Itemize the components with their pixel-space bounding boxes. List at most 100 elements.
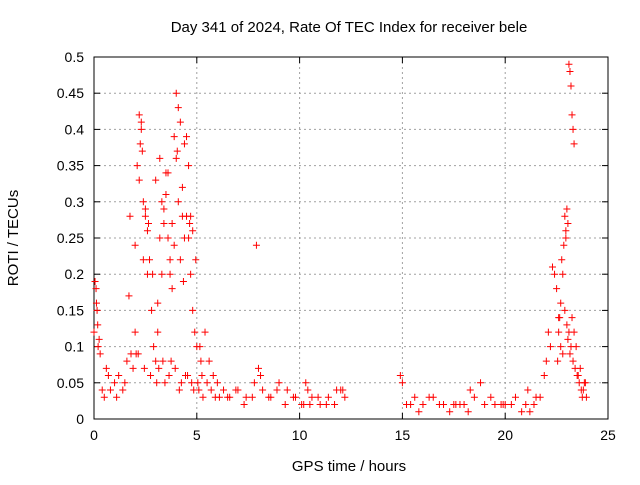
data-point: [155, 364, 163, 372]
data-point: [435, 401, 443, 409]
data-point: [563, 205, 571, 213]
data-point: [143, 227, 151, 235]
data-point: [131, 328, 139, 336]
data-point: [254, 364, 262, 372]
data-point: [250, 379, 258, 387]
data-point: [192, 256, 200, 264]
data-point: [131, 241, 139, 249]
data-point: [176, 118, 184, 126]
data-point: [306, 401, 314, 409]
data-point: [566, 350, 574, 358]
data-point: [95, 335, 103, 343]
data-point: [522, 401, 530, 409]
data-point: [396, 372, 404, 380]
data-point: [168, 285, 176, 293]
data-point: [273, 386, 281, 394]
data-point: [568, 111, 576, 119]
data-point: [205, 357, 213, 365]
data-point: [569, 125, 577, 133]
data-point: [407, 401, 415, 409]
data-point: [548, 263, 556, 271]
data-point: [507, 401, 515, 409]
data-point: [425, 393, 433, 401]
y-tick-label: 0.5: [65, 49, 85, 65]
data-point: [198, 372, 206, 380]
data-point: [452, 401, 460, 409]
y-tick-label: 0.45: [57, 85, 84, 101]
data-point: [524, 386, 532, 394]
data-point: [562, 227, 570, 235]
data-point: [561, 212, 569, 220]
data-point: [194, 379, 202, 387]
data-point: [398, 379, 406, 387]
data-point: [100, 393, 108, 401]
data-point: [569, 357, 577, 365]
data-point: [170, 241, 178, 249]
data-point: [123, 357, 131, 365]
data-point: [174, 104, 182, 112]
data-point: [576, 364, 584, 372]
data-point: [530, 401, 538, 409]
data-point: [324, 393, 332, 401]
data-point: [540, 372, 548, 380]
data-point: [159, 357, 167, 365]
data-point: [141, 205, 149, 213]
data-point: [104, 372, 112, 380]
data-point: [568, 314, 576, 322]
data-point: [487, 393, 495, 401]
data-point: [164, 169, 172, 177]
data-point: [168, 220, 176, 228]
data-point: [187, 270, 195, 278]
data-point: [178, 183, 186, 191]
data-point: [132, 350, 140, 358]
y-tick-label: 0.1: [65, 339, 85, 355]
data-point: [153, 379, 161, 387]
data-point: [557, 299, 565, 307]
data-point: [242, 393, 250, 401]
data-point: [554, 357, 562, 365]
data-point: [152, 357, 160, 365]
data-point: [166, 270, 174, 278]
data-point: [181, 372, 189, 380]
data-point: [553, 285, 561, 293]
y-tick-label: 0.15: [57, 302, 84, 318]
data-point: [570, 328, 578, 336]
data-point: [140, 364, 148, 372]
data-point: [415, 408, 423, 416]
data-point: [560, 241, 568, 249]
data-point: [135, 111, 143, 119]
data-point: [138, 147, 146, 155]
data-point: [544, 328, 552, 336]
data-point: [557, 343, 565, 351]
data-point: [92, 299, 100, 307]
data-point: [532, 393, 540, 401]
data-point: [174, 198, 182, 206]
data-point: [281, 401, 289, 409]
data-point: [121, 379, 129, 387]
data-point: [511, 393, 519, 401]
data-point: [555, 314, 563, 322]
data-point: [144, 220, 152, 228]
data-point: [248, 393, 256, 401]
data-point: [446, 408, 454, 416]
data-point: [542, 357, 550, 365]
data-point: [137, 125, 145, 133]
data-point: [481, 401, 489, 409]
data-point: [129, 364, 137, 372]
data-point: [177, 379, 185, 387]
y-tick-label: 0.35: [57, 158, 84, 174]
data-point: [136, 140, 144, 148]
data-point: [201, 328, 209, 336]
x-tick-label: 20: [497, 427, 513, 443]
tick-layer: 0 5 10 15 20 25 0 0.05 0.1 0.15 0.2 0.25 0.3 0.35 0.4 0…: [57, 49, 616, 443]
data-point: [411, 393, 419, 401]
data-point: [171, 364, 179, 372]
data-point: [111, 379, 119, 387]
data-point: [156, 234, 164, 242]
data-point: [160, 220, 168, 228]
x-tick-label: 15: [395, 427, 411, 443]
data-point: [518, 408, 526, 416]
data-point: [559, 270, 567, 278]
data-point: [419, 401, 427, 409]
